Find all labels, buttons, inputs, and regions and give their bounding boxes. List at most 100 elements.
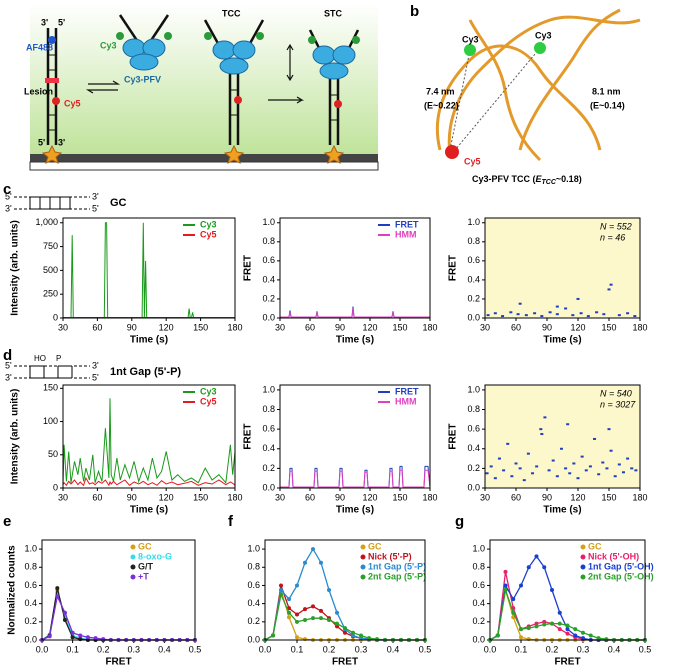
x-tick-label: 180 xyxy=(632,492,647,502)
x-axis-label: Time (s) xyxy=(336,505,374,516)
end-label: 5' xyxy=(92,372,99,382)
x-tick-label: 0.4 xyxy=(608,644,621,654)
marker xyxy=(359,633,363,638)
marker xyxy=(287,597,291,602)
cy5-dye xyxy=(334,100,342,108)
marker xyxy=(495,633,500,638)
y-tick-label: 0.8 xyxy=(467,404,480,414)
point xyxy=(531,472,535,475)
marker xyxy=(534,624,539,629)
label: 3' xyxy=(41,17,48,27)
schematic-d: 5' 3' 3' 5' HO P 1nt Gap (5'-P) xyxy=(5,354,181,382)
point xyxy=(535,465,539,468)
dna-backbone xyxy=(435,8,641,162)
point xyxy=(524,314,528,317)
label: 5' xyxy=(38,137,45,147)
y-tick-label: 0.0 xyxy=(467,312,480,322)
point xyxy=(489,465,493,468)
point xyxy=(626,457,630,460)
marker xyxy=(511,615,516,620)
marker xyxy=(503,569,508,574)
x-tick-label: 150 xyxy=(601,492,616,502)
legend-label: Cy3 xyxy=(200,219,217,229)
series-line xyxy=(280,465,431,488)
x-tick-label: 30 xyxy=(275,492,285,502)
point xyxy=(493,312,497,315)
marker xyxy=(367,636,371,641)
plot-frame xyxy=(62,217,236,319)
x-tick-label: 180 xyxy=(422,492,437,502)
point xyxy=(555,475,559,478)
y-tick-label: 0.4 xyxy=(24,598,37,608)
point xyxy=(568,472,572,475)
x-tick-label: 30 xyxy=(58,492,68,502)
y-tick-label: 0.6 xyxy=(24,580,37,590)
y-axis-label: FRET xyxy=(243,423,254,449)
x-tick-label: 60 xyxy=(305,322,315,332)
point xyxy=(605,467,609,470)
point xyxy=(607,428,611,431)
x-tick-label: 60 xyxy=(511,322,521,332)
legend-label: 2nt Gap (5'-OH) xyxy=(588,571,654,581)
annotation: n = 3027 xyxy=(600,399,636,409)
end-label: 3' xyxy=(92,360,99,370)
legend-label: GC xyxy=(588,541,602,551)
plot-frame xyxy=(489,539,646,641)
legend-label: Nick (5'-OH) xyxy=(588,551,639,561)
x-tick-label: 0.2 xyxy=(323,644,336,654)
y-tick-label: 0.2 xyxy=(467,293,480,303)
legend-label: GC xyxy=(368,541,382,551)
marker xyxy=(319,616,323,621)
x-tick-label: 120 xyxy=(159,322,174,332)
legend-label: Cy3 xyxy=(200,386,217,396)
point xyxy=(586,315,590,318)
x-tick-label: 0.0 xyxy=(259,644,272,654)
marker xyxy=(311,616,315,621)
y-tick-label: 0.0 xyxy=(247,634,260,644)
marker xyxy=(55,586,60,591)
y-tick-label: 1,000 xyxy=(35,217,58,227)
x-axis-label: Time (s) xyxy=(543,505,581,516)
point xyxy=(576,297,580,300)
x-tick-label: 120 xyxy=(362,322,377,332)
plot-frame xyxy=(279,217,431,319)
point xyxy=(506,442,510,445)
point xyxy=(555,305,559,308)
structure-b: Cy3 Cy3 7.4 nm (E~0.22) 8.1 nm (E~0.14) … xyxy=(424,8,641,186)
y-tick-label: 0.8 xyxy=(467,236,480,246)
y-tick-label: 0.6 xyxy=(467,424,480,434)
marker xyxy=(47,634,52,639)
label: Cy5 xyxy=(464,156,481,166)
x-tick-label: 120 xyxy=(570,492,585,502)
legend-label: FRET xyxy=(395,386,419,396)
y-tick-label: 0.2 xyxy=(247,616,260,626)
end-label: 3' xyxy=(92,191,99,201)
panel-label: b xyxy=(410,3,419,20)
marker xyxy=(557,621,562,626)
panel-label: e xyxy=(3,513,11,530)
x-tick-label: 90 xyxy=(542,322,552,332)
cy3-dye xyxy=(116,32,360,44)
point xyxy=(551,459,555,462)
point xyxy=(607,288,611,291)
x-axis-label: Time (s) xyxy=(543,335,581,346)
marker xyxy=(581,630,585,635)
x-tick-label: 0.1 xyxy=(66,644,79,654)
y-tick-label: 0.6 xyxy=(247,580,260,590)
point xyxy=(617,314,621,317)
x-tick-label: 180 xyxy=(632,322,647,332)
panel-label: g xyxy=(455,513,464,530)
legend-swatch xyxy=(130,554,136,560)
x-tick-label: 0.1 xyxy=(291,644,304,654)
point xyxy=(579,312,583,315)
series-line xyxy=(280,308,430,318)
point xyxy=(540,315,544,318)
label: Cy3 xyxy=(100,40,117,50)
caption: Cy3-PFV TCC (ETCC~0.18) xyxy=(472,174,582,185)
x-tick-label: 0.3 xyxy=(577,644,590,654)
substrate-label: 1nt Gap (5'-P) xyxy=(110,366,181,378)
x-tick-label: 30 xyxy=(275,322,285,332)
y-axis-label: FRET xyxy=(448,255,459,281)
x-axis-label: Time (s) xyxy=(130,505,168,516)
legend-label: +T xyxy=(138,571,149,581)
